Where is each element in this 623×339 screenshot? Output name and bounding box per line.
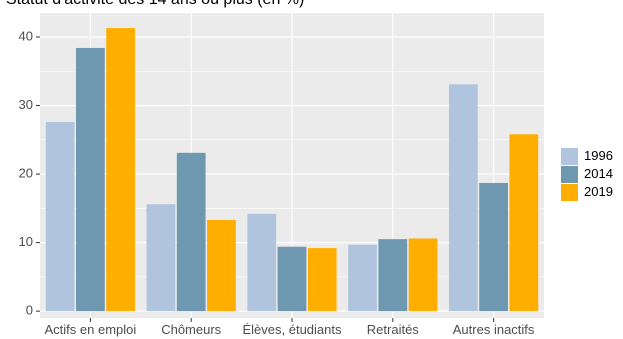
y-tick-label: 0 xyxy=(26,303,33,318)
bar xyxy=(207,219,236,312)
x-tick-label: Élèves, étudiants xyxy=(242,322,342,337)
bar xyxy=(45,121,75,312)
bar xyxy=(348,244,377,312)
bar xyxy=(76,47,105,312)
bar xyxy=(277,246,307,312)
bar xyxy=(146,204,176,312)
bar xyxy=(378,239,408,312)
x-tick-label: Chômeurs xyxy=(161,322,221,337)
x-tick-label: Retraités xyxy=(367,322,420,337)
bar xyxy=(408,238,438,312)
bar xyxy=(479,182,508,312)
axes: 0 10 20 30 40 Actifs en emploi Chômeurs Élèves,… xyxy=(19,28,535,337)
y-tick-label: 40 xyxy=(19,28,33,43)
legend-label: 1996 xyxy=(584,148,613,163)
y-tick-label: 30 xyxy=(19,97,33,112)
legend-label: 2014 xyxy=(584,166,613,181)
bar xyxy=(448,84,478,312)
x-tick-label: Actifs en emploi xyxy=(45,322,137,337)
bar xyxy=(307,248,337,312)
bar xyxy=(247,213,277,312)
bars xyxy=(45,28,539,312)
legend-label: 2019 xyxy=(584,184,613,199)
bar xyxy=(176,152,206,312)
legend-swatch xyxy=(561,148,578,165)
chart-title: Statut d'activité des 14 ans ou plus (en… xyxy=(6,0,304,8)
bar xyxy=(509,134,539,312)
bar xyxy=(106,28,136,312)
y-tick-label: 10 xyxy=(19,234,33,249)
legend: 1996 2014 2019 xyxy=(561,148,613,201)
legend-swatch xyxy=(561,166,578,183)
y-tick-label: 20 xyxy=(19,166,33,181)
x-tick-label: Autres inactifs xyxy=(453,322,535,337)
legend-swatch xyxy=(561,184,578,201)
